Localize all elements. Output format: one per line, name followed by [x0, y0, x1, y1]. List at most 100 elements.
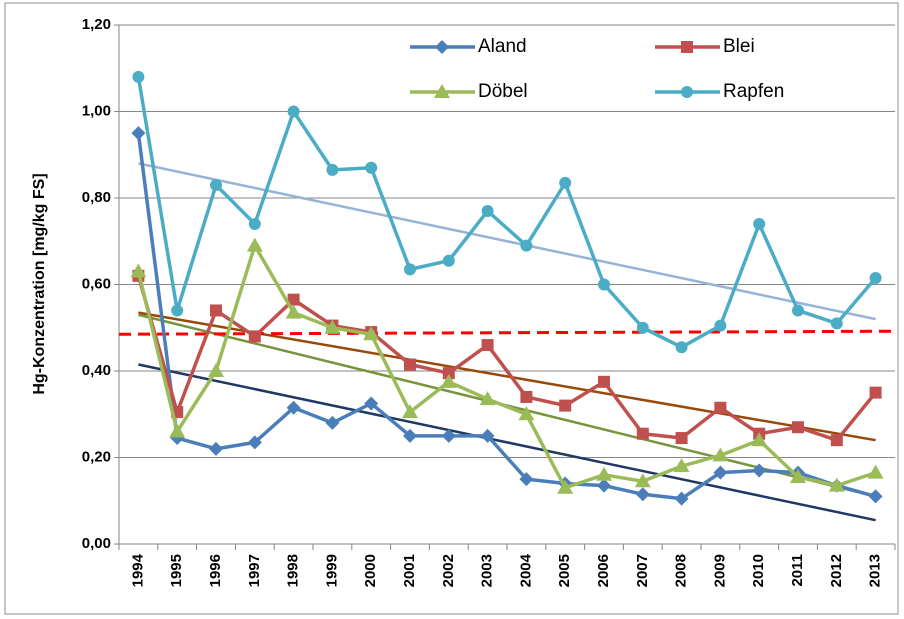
legend-label: Blei	[723, 36, 755, 57]
marker	[636, 321, 649, 334]
chart-frame	[4, 2, 899, 615]
marker	[248, 217, 261, 230]
y-tick-label: 1,20	[82, 16, 111, 33]
marker	[442, 254, 455, 267]
marker	[285, 304, 302, 319]
marker	[363, 326, 380, 341]
marker	[674, 491, 689, 506]
marker	[132, 70, 145, 83]
marker	[675, 432, 688, 445]
legend-label: Rapfen	[723, 81, 784, 102]
legend-label: Döbel	[478, 81, 528, 102]
series-line	[136, 76, 877, 349]
x-tick-label: 2008	[673, 554, 690, 587]
marker	[131, 126, 146, 141]
x-tick-label: 2000	[362, 554, 379, 587]
x-tick-label: 2003	[479, 554, 496, 587]
marker	[830, 434, 843, 447]
marker	[246, 237, 263, 252]
marker	[481, 339, 494, 352]
x-tick-label: 1996	[207, 554, 224, 587]
reference-line	[118, 329, 896, 336]
marker	[287, 293, 300, 306]
marker	[636, 427, 649, 440]
x-tick-label: 2009	[711, 554, 728, 587]
marker	[169, 423, 186, 438]
x-tick-label: 2011	[789, 554, 806, 587]
x-tick-label: 1997	[246, 554, 263, 587]
marker	[597, 478, 611, 493]
marker	[479, 391, 496, 406]
x-tick-label: 2001	[401, 554, 418, 587]
x-tick-label: 2013	[867, 554, 884, 587]
marker	[324, 319, 341, 334]
y-tick-label: 1,00	[82, 102, 111, 119]
marker	[673, 458, 690, 473]
marker	[557, 479, 574, 494]
x-tick-label: 1995	[168, 554, 185, 587]
marker	[598, 278, 610, 291]
marker	[830, 317, 843, 330]
marker	[404, 358, 416, 371]
marker	[210, 179, 222, 192]
marker	[867, 464, 884, 479]
x-tick-label: 1998	[285, 554, 302, 587]
trend-line	[138, 162, 876, 321]
marker	[435, 40, 449, 54]
marker	[130, 263, 147, 278]
marker	[208, 363, 224, 377]
x-tick-label: 2010	[750, 554, 767, 587]
x-tick-label: 2002	[440, 554, 457, 587]
marker	[402, 404, 418, 419]
y-tick-label: 0,60	[82, 275, 111, 292]
marker	[753, 217, 766, 230]
marker	[287, 105, 300, 118]
marker	[681, 86, 693, 98]
marker	[790, 468, 806, 483]
x-tick-label: 2006	[595, 554, 612, 587]
x-tick-label: 2004	[517, 553, 534, 587]
marker	[442, 367, 455, 380]
marker	[752, 463, 767, 478]
marker	[792, 304, 804, 317]
marker	[365, 161, 378, 174]
marker	[434, 84, 450, 98]
legend-label: Aland	[478, 36, 527, 57]
marker	[210, 304, 222, 317]
marker	[714, 319, 727, 332]
marker	[598, 375, 610, 388]
marker	[792, 421, 804, 434]
y-tick-label: 0,80	[82, 189, 111, 206]
marker	[209, 441, 223, 456]
marker	[868, 489, 883, 504]
marker	[713, 465, 728, 480]
marker	[634, 473, 651, 488]
marker	[248, 330, 261, 343]
y-tick-label: 0,00	[82, 535, 111, 552]
x-tick-label: 1999	[323, 554, 340, 587]
x-tick-label: 2005	[556, 554, 573, 587]
x-tick-label: 2007	[634, 554, 651, 587]
marker	[751, 432, 768, 447]
marker	[480, 428, 495, 443]
x-tick-label: 1994	[129, 553, 146, 587]
marker	[712, 447, 729, 462]
y-tick-label: 0,40	[82, 362, 111, 379]
marker	[869, 386, 882, 399]
marker	[559, 176, 572, 189]
marker	[675, 341, 688, 354]
marker	[681, 41, 693, 53]
y-tick-label: 0,20	[82, 448, 111, 465]
marker	[403, 428, 417, 443]
marker	[247, 435, 262, 450]
marker	[518, 406, 535, 421]
marker	[441, 428, 456, 443]
marker	[869, 272, 882, 285]
marker	[481, 204, 494, 217]
series-line	[136, 275, 877, 442]
marker	[559, 399, 572, 412]
x-tick-label: 2012	[828, 554, 845, 587]
marker	[326, 163, 339, 176]
